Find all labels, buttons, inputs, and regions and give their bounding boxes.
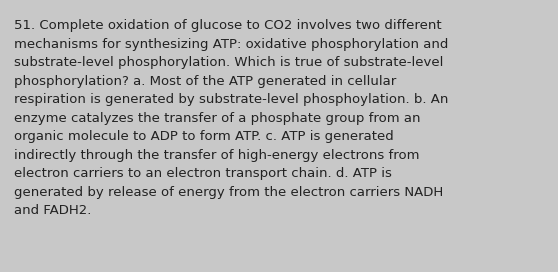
Text: 51. Complete oxidation of glucose to CO2 involves two different
mechanisms for s: 51. Complete oxidation of glucose to CO2… <box>14 19 448 217</box>
